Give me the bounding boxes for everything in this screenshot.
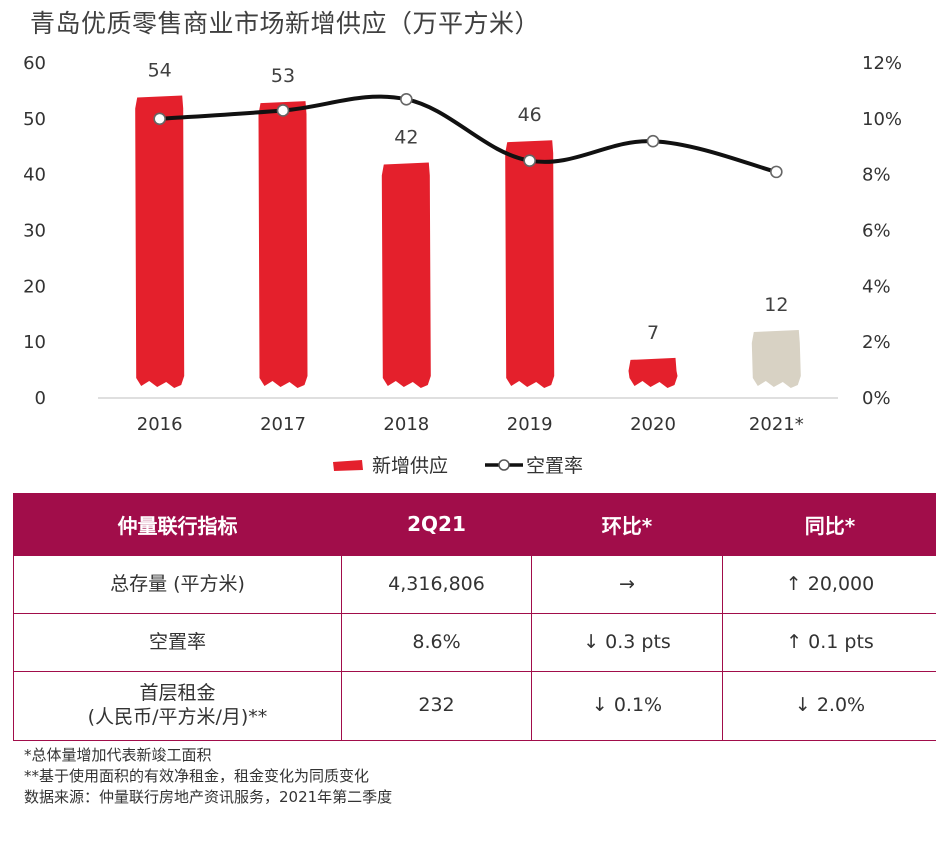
- bar-2016: [135, 95, 185, 388]
- table-cell-metric: 总存量 (平方米): [13, 555, 342, 614]
- y-left-tick-label: 40: [23, 165, 46, 186]
- legend-line-swatch: [485, 458, 523, 471]
- table-header: 仲量联行指标: [13, 493, 342, 556]
- bar-2020: [628, 357, 678, 388]
- table-row: 总存量 (平方米) 4,316,806 → ↑ 20,000: [13, 555, 936, 614]
- legend: 新增供应 空置率: [0, 451, 936, 481]
- footnote: **基于使用面积的有效净租金，租金变化为同质变化: [24, 767, 370, 785]
- table-cell-value: 4,316,806: [341, 555, 532, 614]
- bar-value-label: 54: [148, 60, 172, 82]
- chart-title: 青岛优质零售商业市场新增供应（万平方米）: [30, 9, 541, 38]
- table-cell-yoy: ↑ 20,000: [722, 555, 936, 614]
- y-right-tick-label: 6%: [862, 221, 891, 242]
- legend-label-supply: 新增供应: [372, 455, 449, 477]
- x-tick-label: 2018: [383, 414, 429, 435]
- legend-bar-swatch: [333, 459, 363, 471]
- table-header: 2Q21: [341, 493, 532, 556]
- x-tick-label: 2021*: [749, 414, 804, 435]
- table-cell-value: 232: [341, 671, 532, 741]
- y-left-tick-label: 0: [35, 388, 46, 409]
- y-right-tick-label: 4%: [862, 276, 891, 297]
- vacancy-point: [400, 92, 413, 106]
- y-right-tick-label: 0%: [862, 388, 891, 409]
- vacancy-point: [276, 104, 290, 117]
- y-left-tick-label: 10: [23, 332, 46, 353]
- table-cell-yoy: ↑ 0.1 pts: [722, 613, 936, 672]
- x-tick-label: 2017: [260, 414, 306, 435]
- y-left-tick-label: 50: [23, 109, 46, 130]
- vacancy-point: [523, 154, 536, 168]
- metrics-table: 仲量联行指标 2Q21 环比* 同比* 总存量 (平方米) 4,316,806 …: [13, 493, 936, 741]
- bar-value-label: 42: [394, 127, 418, 149]
- y-right-tick-label: 10%: [862, 109, 902, 130]
- y-left-tick-label: 20: [23, 276, 46, 297]
- chart-area: 0 10 20 30 40 50 60 0% 2% 4% 6% 8% 10% 12% 54 53 42 46 7…: [23, 53, 902, 435]
- table-header-row: 仲量联行指标 2Q21 环比* 同比*: [13, 493, 936, 556]
- y-right-tick-label: 2%: [862, 332, 891, 353]
- bar-value-label: 53: [271, 65, 295, 87]
- table-cell-qoq: →: [531, 555, 723, 614]
- vacancy-point: [770, 165, 783, 179]
- bar-value-label: 7: [647, 322, 659, 344]
- y-left-tick-label: 30: [23, 221, 46, 242]
- vacancy-point: [153, 112, 166, 126]
- x-tick-label: 2019: [507, 414, 553, 435]
- x-tick-label: 2020: [630, 414, 676, 435]
- table-header: 同比*: [722, 493, 936, 556]
- table-cell-metric: 空置率: [13, 613, 342, 672]
- bar-2018: [381, 162, 431, 388]
- y-right-tick-label: 8%: [862, 165, 891, 186]
- table-cell-qoq: ↓ 0.1%: [531, 671, 723, 741]
- legend-label-vacancy: 空置率: [526, 455, 584, 477]
- table-cell-value: 8.6%: [341, 613, 532, 672]
- y-left-tick-label: 60: [23, 53, 46, 74]
- footnote: 数据来源：仲量联行房地产资讯服务，2021年第二季度: [24, 788, 393, 806]
- bar-value-label: 46: [518, 104, 542, 126]
- table-row: 首层租金 (人民币/平方米/月)** 232 ↓ 0.1% ↓ 2.0%: [13, 671, 936, 741]
- legend-item-supply: 新增供应: [332, 451, 448, 478]
- footnote: *总体量增加代表新竣工面积: [24, 746, 212, 764]
- table-cell-qoq: ↓ 0.3 pts: [531, 613, 723, 672]
- table-header: 环比*: [531, 493, 723, 556]
- table-cell-yoy: ↓ 2.0%: [722, 671, 936, 741]
- vacancy-line: [159, 94, 777, 174]
- bar-value-label: 12: [764, 294, 788, 316]
- x-tick-label: 2016: [137, 414, 183, 435]
- bar-2019: [505, 140, 555, 388]
- table-cell-metric: 首层租金 (人民币/平方米/月)**: [13, 671, 342, 741]
- bar-2021*: [751, 330, 801, 388]
- y-right-tick-label: 12%: [862, 53, 902, 74]
- bar-2017: [258, 101, 308, 388]
- vacancy-point: [646, 134, 660, 148]
- legend-item-vacancy: 空置率: [484, 451, 583, 478]
- footnotes: *总体量增加代表新竣工面积 **基于使用面积的有效净租金，租金变化为同质变化 数…: [24, 745, 392, 808]
- table-row: 空置率 8.6% ↓ 0.3 pts ↑ 0.1 pts: [13, 613, 936, 672]
